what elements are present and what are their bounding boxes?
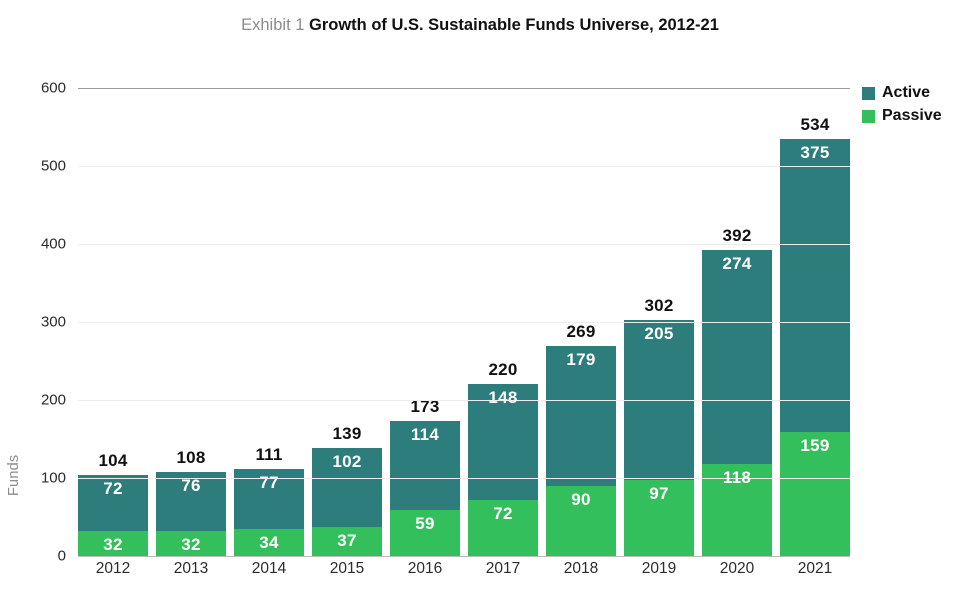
bar-total-label: 220: [488, 360, 518, 380]
gridline: [78, 88, 850, 89]
legend-swatch-icon: [862, 109, 875, 123]
bar-segment-active[interactable]: 102: [312, 447, 382, 528]
bar-segment-active[interactable]: 274: [702, 250, 772, 464]
x-axis-tick: 2016: [407, 560, 443, 577]
bar-segment-active[interactable]: 76: [156, 471, 226, 532]
legend-label: Passive: [882, 107, 942, 124]
plot-area: 104 72 32 108 76 32 111 77 34 139 102 37 173 114 59 220…: [41, 80, 850, 565]
x-axis-tick: 2017: [485, 560, 521, 577]
bar-segment-label: 102: [332, 451, 362, 471]
bar-segment-label: 34: [259, 533, 279, 553]
y-axis-tick: 600: [40, 79, 66, 97]
x-axis-tick: 2019: [641, 560, 677, 577]
bar-column[interactable]: 220 148 72: [468, 88, 538, 556]
bar-segment-active[interactable]: 375: [780, 139, 850, 432]
x-axis-tick: 2021: [797, 560, 833, 577]
bar-total-label: 392: [722, 226, 752, 246]
legend-swatch-icon: [862, 86, 875, 100]
bar-column[interactable]: 139 102 37: [312, 88, 382, 556]
bar-segment-label: 114: [410, 425, 440, 445]
bar-segment-passive[interactable]: 118: [702, 463, 772, 556]
bar-segment-passive[interactable]: 37: [312, 527, 382, 556]
chart-title-main: Growth of U.S. Sustainable Funds Univers…: [309, 16, 719, 34]
bar-segment-label: 72: [103, 478, 123, 498]
bar-column[interactable]: 534 375 159: [780, 88, 850, 556]
y-axis-tick: 400: [40, 235, 66, 253]
legend-item[interactable]: Passive: [862, 107, 942, 125]
bar-segment-label: 37: [337, 531, 357, 551]
chart-title-exhibit: Exhibit 1: [241, 16, 305, 34]
y-axis-tick: 100: [40, 469, 66, 487]
bar-segment-active[interactable]: 179: [546, 346, 616, 486]
bar-column[interactable]: 104 72 32: [78, 88, 148, 556]
bar-total-label: 108: [176, 447, 206, 467]
bar-segment-label: 205: [644, 324, 674, 344]
bar-total-label: 173: [410, 397, 440, 417]
bar-segment-label: 97: [649, 484, 669, 504]
bar-segment-label: 77: [259, 473, 279, 493]
bar-segment-label: 148: [488, 388, 518, 408]
bar-segment-label: 90: [571, 489, 591, 509]
bar-segment-passive[interactable]: 34: [234, 529, 304, 556]
x-axis-tick: 2012: [95, 560, 131, 577]
bar-segment-passive[interactable]: 72: [468, 499, 538, 556]
bar-segment-active[interactable]: 148: [468, 384, 538, 500]
chart-legend: Active Passive: [862, 84, 942, 125]
bar-segment-passive[interactable]: 90: [546, 485, 616, 556]
y-axis-tick: 300: [40, 313, 66, 331]
bar-segment-label: 375: [800, 143, 830, 163]
bar-segment-active[interactable]: 72: [78, 474, 148, 532]
bar-segment-label: 159: [800, 435, 830, 455]
x-axis: 2012 2013 2014 2015 2016 2017 2018 2019 2020 2021: [78, 560, 850, 578]
bar-total-label: 269: [566, 322, 596, 342]
bar-segment-label: 59: [415, 513, 435, 533]
bar-segment-active[interactable]: 77: [234, 469, 304, 530]
bar-segment-passive[interactable]: 97: [624, 480, 694, 556]
x-axis-tick: 2014: [251, 560, 287, 577]
x-axis-tick: 2020: [719, 560, 755, 577]
legend-item[interactable]: Active: [862, 84, 942, 102]
bar-segment-label: 179: [566, 350, 596, 370]
bar-segment-passive[interactable]: 32: [78, 531, 148, 556]
bar-segment-label: 76: [181, 475, 201, 495]
bar-segment-active[interactable]: 114: [390, 421, 460, 510]
y-axis-tick: 500: [40, 157, 66, 175]
bar-segment-passive[interactable]: 159: [780, 431, 850, 556]
bar-total-label: 104: [98, 450, 128, 470]
bar-segment-label: 118: [722, 467, 752, 487]
bar-segment-label: 32: [181, 535, 201, 555]
bar-total-label: 534: [800, 115, 830, 135]
bar-segment-passive[interactable]: 32: [156, 531, 226, 556]
y-axis-tick: 0: [57, 547, 66, 565]
bar-column[interactable]: 269 179 90: [546, 88, 616, 556]
bar-column[interactable]: 108 76 32: [156, 88, 226, 556]
bar-segment-label: 32: [103, 535, 123, 555]
gridline: [78, 244, 850, 245]
gridline: [78, 322, 850, 323]
bar-segment-passive[interactable]: 59: [390, 509, 460, 556]
gridline: [78, 400, 850, 401]
bar-column[interactable]: 111 77 34: [234, 88, 304, 556]
chart-title: Exhibit 1 Growth of U.S. Sustainable Fun…: [0, 16, 960, 35]
bar-total-label: 111: [255, 445, 283, 465]
y-axis-tick: 200: [40, 391, 66, 409]
gridline: [78, 478, 850, 479]
x-axis-tick: 2018: [563, 560, 599, 577]
bar-column[interactable]: 392 274 118: [702, 88, 772, 556]
bar-segment-label: 72: [493, 503, 513, 523]
gridline: [78, 556, 850, 557]
bar-group: 104 72 32 108 76 32 111 77 34 139 102 37 173 114 59 220…: [78, 88, 850, 556]
legend-label: Active: [882, 84, 931, 101]
gridline: [78, 166, 850, 167]
bar-total-label: 302: [644, 296, 674, 316]
x-axis-tick: 2013: [173, 560, 209, 577]
bar-segment-label: 274: [722, 254, 752, 274]
bar-total-label: 139: [332, 423, 362, 443]
bar-column[interactable]: 173 114 59: [390, 88, 460, 556]
x-axis-tick: 2015: [329, 560, 365, 577]
